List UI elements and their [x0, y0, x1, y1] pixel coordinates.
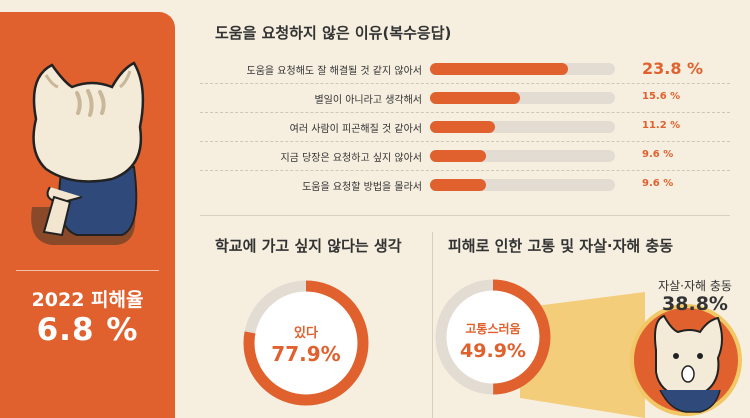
- bar-value-label: 9.6 %: [642, 178, 674, 189]
- bar-chart-title: 도움을 요청하지 않은 이유(복수응답): [215, 24, 452, 42]
- bar: [430, 63, 568, 75]
- donut-arc: [243, 280, 369, 406]
- bar-category-label: 지금 당장은 요청하고 싶지 않아서: [280, 153, 422, 164]
- row-divider: [200, 141, 730, 142]
- school-chart-title: 학교에 가고 싶지 않다는 생각: [215, 237, 402, 255]
- bar-category-label: 도움을 요청해도 잘 해결될 것 같지 않아서: [246, 66, 422, 77]
- school-slice-label: 있다: [294, 326, 318, 341]
- bar: [430, 150, 486, 162]
- row-divider: [200, 112, 730, 113]
- bar-track: [430, 92, 615, 104]
- callout-circle: [630, 304, 742, 416]
- bar-value-label: 11.2 %: [642, 120, 681, 131]
- pain-slice-label: 고통스러움: [465, 322, 521, 336]
- summary-card: 2022 피해율 6.8 %: [0, 12, 175, 418]
- row-divider: [200, 170, 730, 171]
- damage-rate-label: 2022 피해율: [31, 289, 144, 311]
- cat-mascot-icon: [31, 61, 145, 245]
- column-divider: [432, 232, 433, 418]
- pain-donut-chart: [435, 279, 551, 395]
- bar-category-label: 도움을 요청할 방법을 몰라서: [302, 182, 422, 193]
- bar-category-label: 별일이 아니라고 생각해서: [314, 95, 422, 106]
- bar: [430, 121, 495, 133]
- bar-value-label: 9.6 %: [642, 149, 674, 160]
- callout-label: 자살·자해 충동: [658, 279, 732, 293]
- pain-chart-title: 피해로 인한 고통 및 자살·자해 충동: [448, 237, 674, 255]
- school-slice-value: 77.9%: [271, 342, 341, 366]
- bar-track: [430, 63, 615, 75]
- bar-track: [430, 121, 615, 133]
- callout-value: 38.8%: [662, 293, 728, 315]
- bar: [430, 92, 521, 104]
- damage-rate-value: 6.8 %: [36, 312, 139, 348]
- scared-cat-icon: [654, 314, 723, 413]
- bar: [430, 179, 486, 191]
- bar-value-label: 23.8 %: [642, 59, 704, 78]
- row-divider: [200, 83, 730, 84]
- donut-arc: [435, 279, 551, 395]
- section-divider: [200, 215, 730, 216]
- school-donut-chart: [243, 280, 369, 406]
- bar-track: [430, 179, 615, 191]
- callout-wedge: [520, 292, 645, 418]
- bar-track: [430, 150, 615, 162]
- bar-category-label: 여러 사람이 피곤해질 것 같아서: [289, 124, 422, 135]
- summary-divider: [16, 270, 159, 271]
- pain-slice-value: 49.9%: [460, 340, 526, 362]
- bar-value-label: 15.6 %: [642, 91, 681, 102]
